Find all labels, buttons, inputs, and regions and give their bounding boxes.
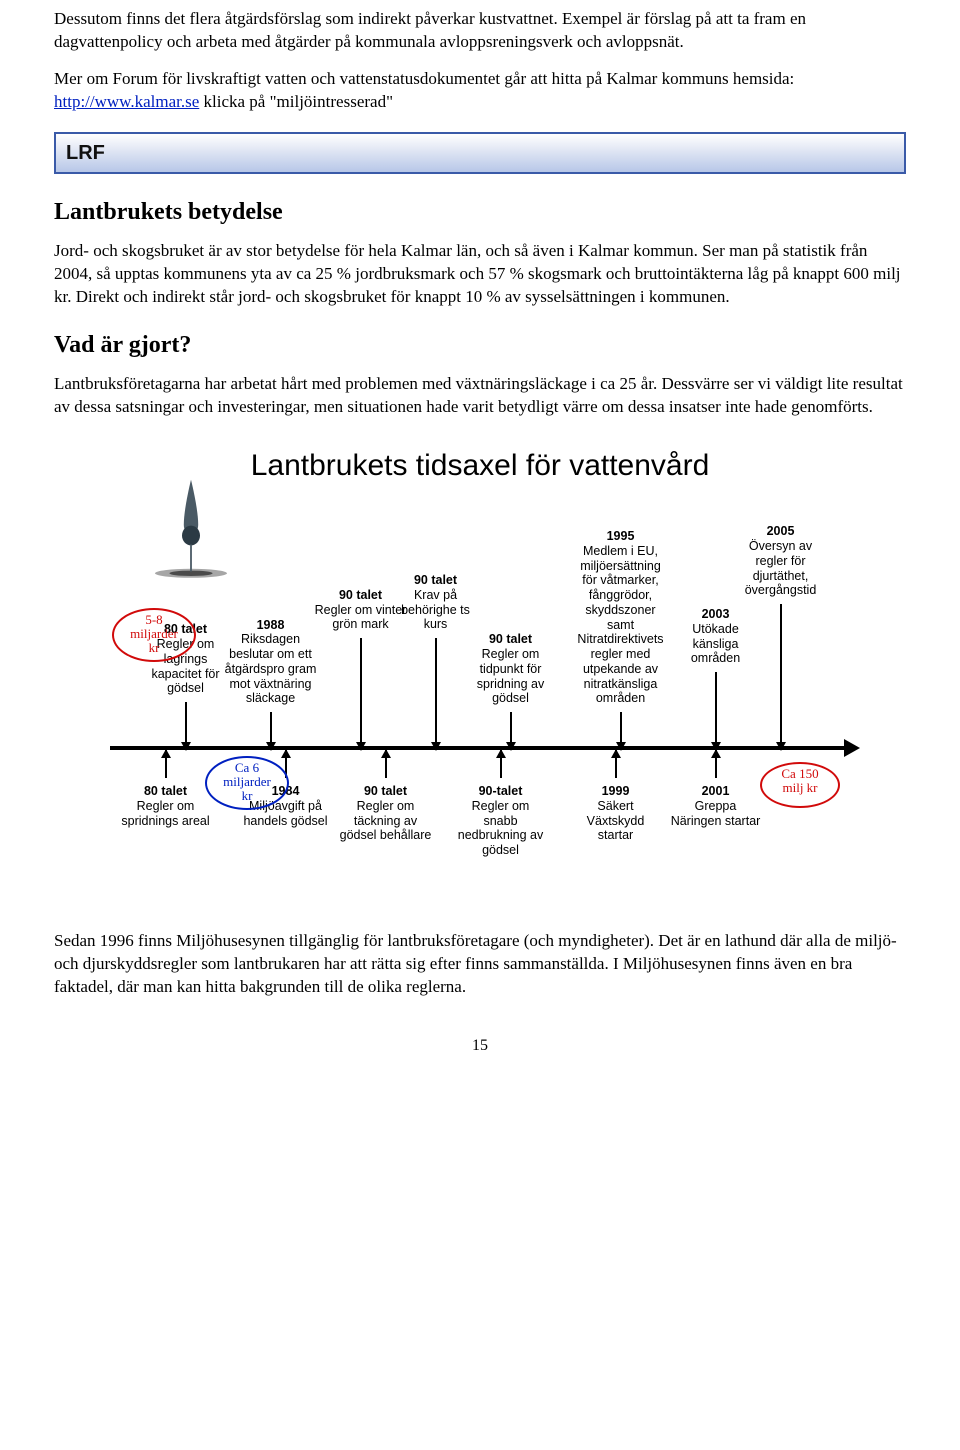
paragraph-after-timeline: Sedan 1996 finns Miljöhusesynen tillgäng… xyxy=(54,930,906,999)
section-header-lrf: LRF xyxy=(54,132,906,174)
paragraph-betydelse: Jord- och skogsbruket är av stor betydel… xyxy=(54,240,906,309)
heading-lantbrukets-betydelse: Lantbrukets betydelse xyxy=(54,196,906,228)
timeline-item-label: 2001Greppa Näringen startar xyxy=(668,784,763,828)
callout-bubble: Ca 150milj kr xyxy=(760,762,840,808)
timeline-item: 2005Översyn av regler för djurtäthet, öv… xyxy=(733,508,828,744)
timeline-stem xyxy=(715,750,717,778)
timeline-stem xyxy=(360,638,362,750)
timeline-item-label: 1999Säkert Växtskydd startar xyxy=(568,784,663,843)
timeline-item: 1988Riksdagen beslutar om ett åtgärdspro… xyxy=(223,588,318,744)
timeline-item-label: 90 taletRegler om täckning av gödsel beh… xyxy=(338,784,433,843)
timeline-item-label: 1988Riksdagen beslutar om ett åtgärdspro… xyxy=(223,618,318,707)
timeline-stem xyxy=(715,672,717,750)
timeline-stem xyxy=(615,750,617,778)
intro-p2-tail: klicka på "miljöintresserad" xyxy=(199,92,393,111)
intro-paragraph-1: Dessutom finns det flera åtgärdsförslag … xyxy=(54,8,906,54)
timeline-item-label: 1995Medlem i EU, miljöersättningför våtm… xyxy=(573,529,668,706)
timeline-stem xyxy=(435,638,437,750)
timeline-stem xyxy=(165,750,167,778)
callout-bubble: 5-8miljarderkr xyxy=(112,608,196,662)
timeline-item: 90-taletRegler om snabb nedbrukning av g… xyxy=(453,756,548,864)
timeline-item-label: 90-taletRegler om snabb nedbrukning av g… xyxy=(453,784,548,858)
timeline-stem xyxy=(510,712,512,750)
kalmar-link[interactable]: http://www.kalmar.se xyxy=(54,92,199,111)
timeline-diagram: Lantbrukets tidsaxel för vattenvård 80 t… xyxy=(110,449,850,900)
timeline-item: 80 taletRegler om spridnings areal xyxy=(118,756,213,854)
intro-paragraph-2: Mer om Forum för livskraftigt vatten och… xyxy=(54,68,906,114)
timeline-stem xyxy=(780,604,782,750)
timeline-item: 1995Medlem i EU, miljöersättningför våtm… xyxy=(573,531,668,744)
timeline-item-label: 2005Översyn av regler för djurtäthet, öv… xyxy=(733,524,828,598)
timeline-item: 90 taletRegler om tidpunkt för spridning… xyxy=(463,588,558,744)
timeline-rows: 80 taletRegler om lagrings kapacitet för… xyxy=(110,490,850,900)
timeline-row-top: 80 taletRegler om lagrings kapacitet för… xyxy=(110,490,850,750)
timeline-item-label: 90 taletRegler om tidpunkt för spridning… xyxy=(463,632,558,706)
page-number: 15 xyxy=(54,1035,906,1057)
timeline-stem xyxy=(620,712,622,750)
paragraph-vad: Lantbruksföretagarna har arbetat hårt me… xyxy=(54,373,906,419)
timeline-item-label: 80 taletRegler om spridnings areal xyxy=(118,784,213,828)
timeline-item: 1999Säkert Växtskydd startar xyxy=(568,756,663,844)
timeline-stem xyxy=(270,712,272,750)
timeline-item: 90 taletRegler om täckning av gödsel beh… xyxy=(338,756,433,864)
timeline-stem xyxy=(500,750,502,778)
heading-vad-ar-gjort: Vad är gjort? xyxy=(54,329,906,361)
timeline-stem xyxy=(385,750,387,778)
intro-p2-lead: Mer om Forum för livskraftigt vatten och… xyxy=(54,69,794,88)
timeline-stem xyxy=(185,702,187,750)
callout-bubble: Ca 6miljarderkr xyxy=(205,756,289,810)
timeline-item: 2001Greppa Näringen startar xyxy=(668,756,763,844)
document-page: Dessutom finns det flera åtgärdsförslag … xyxy=(0,0,960,1087)
